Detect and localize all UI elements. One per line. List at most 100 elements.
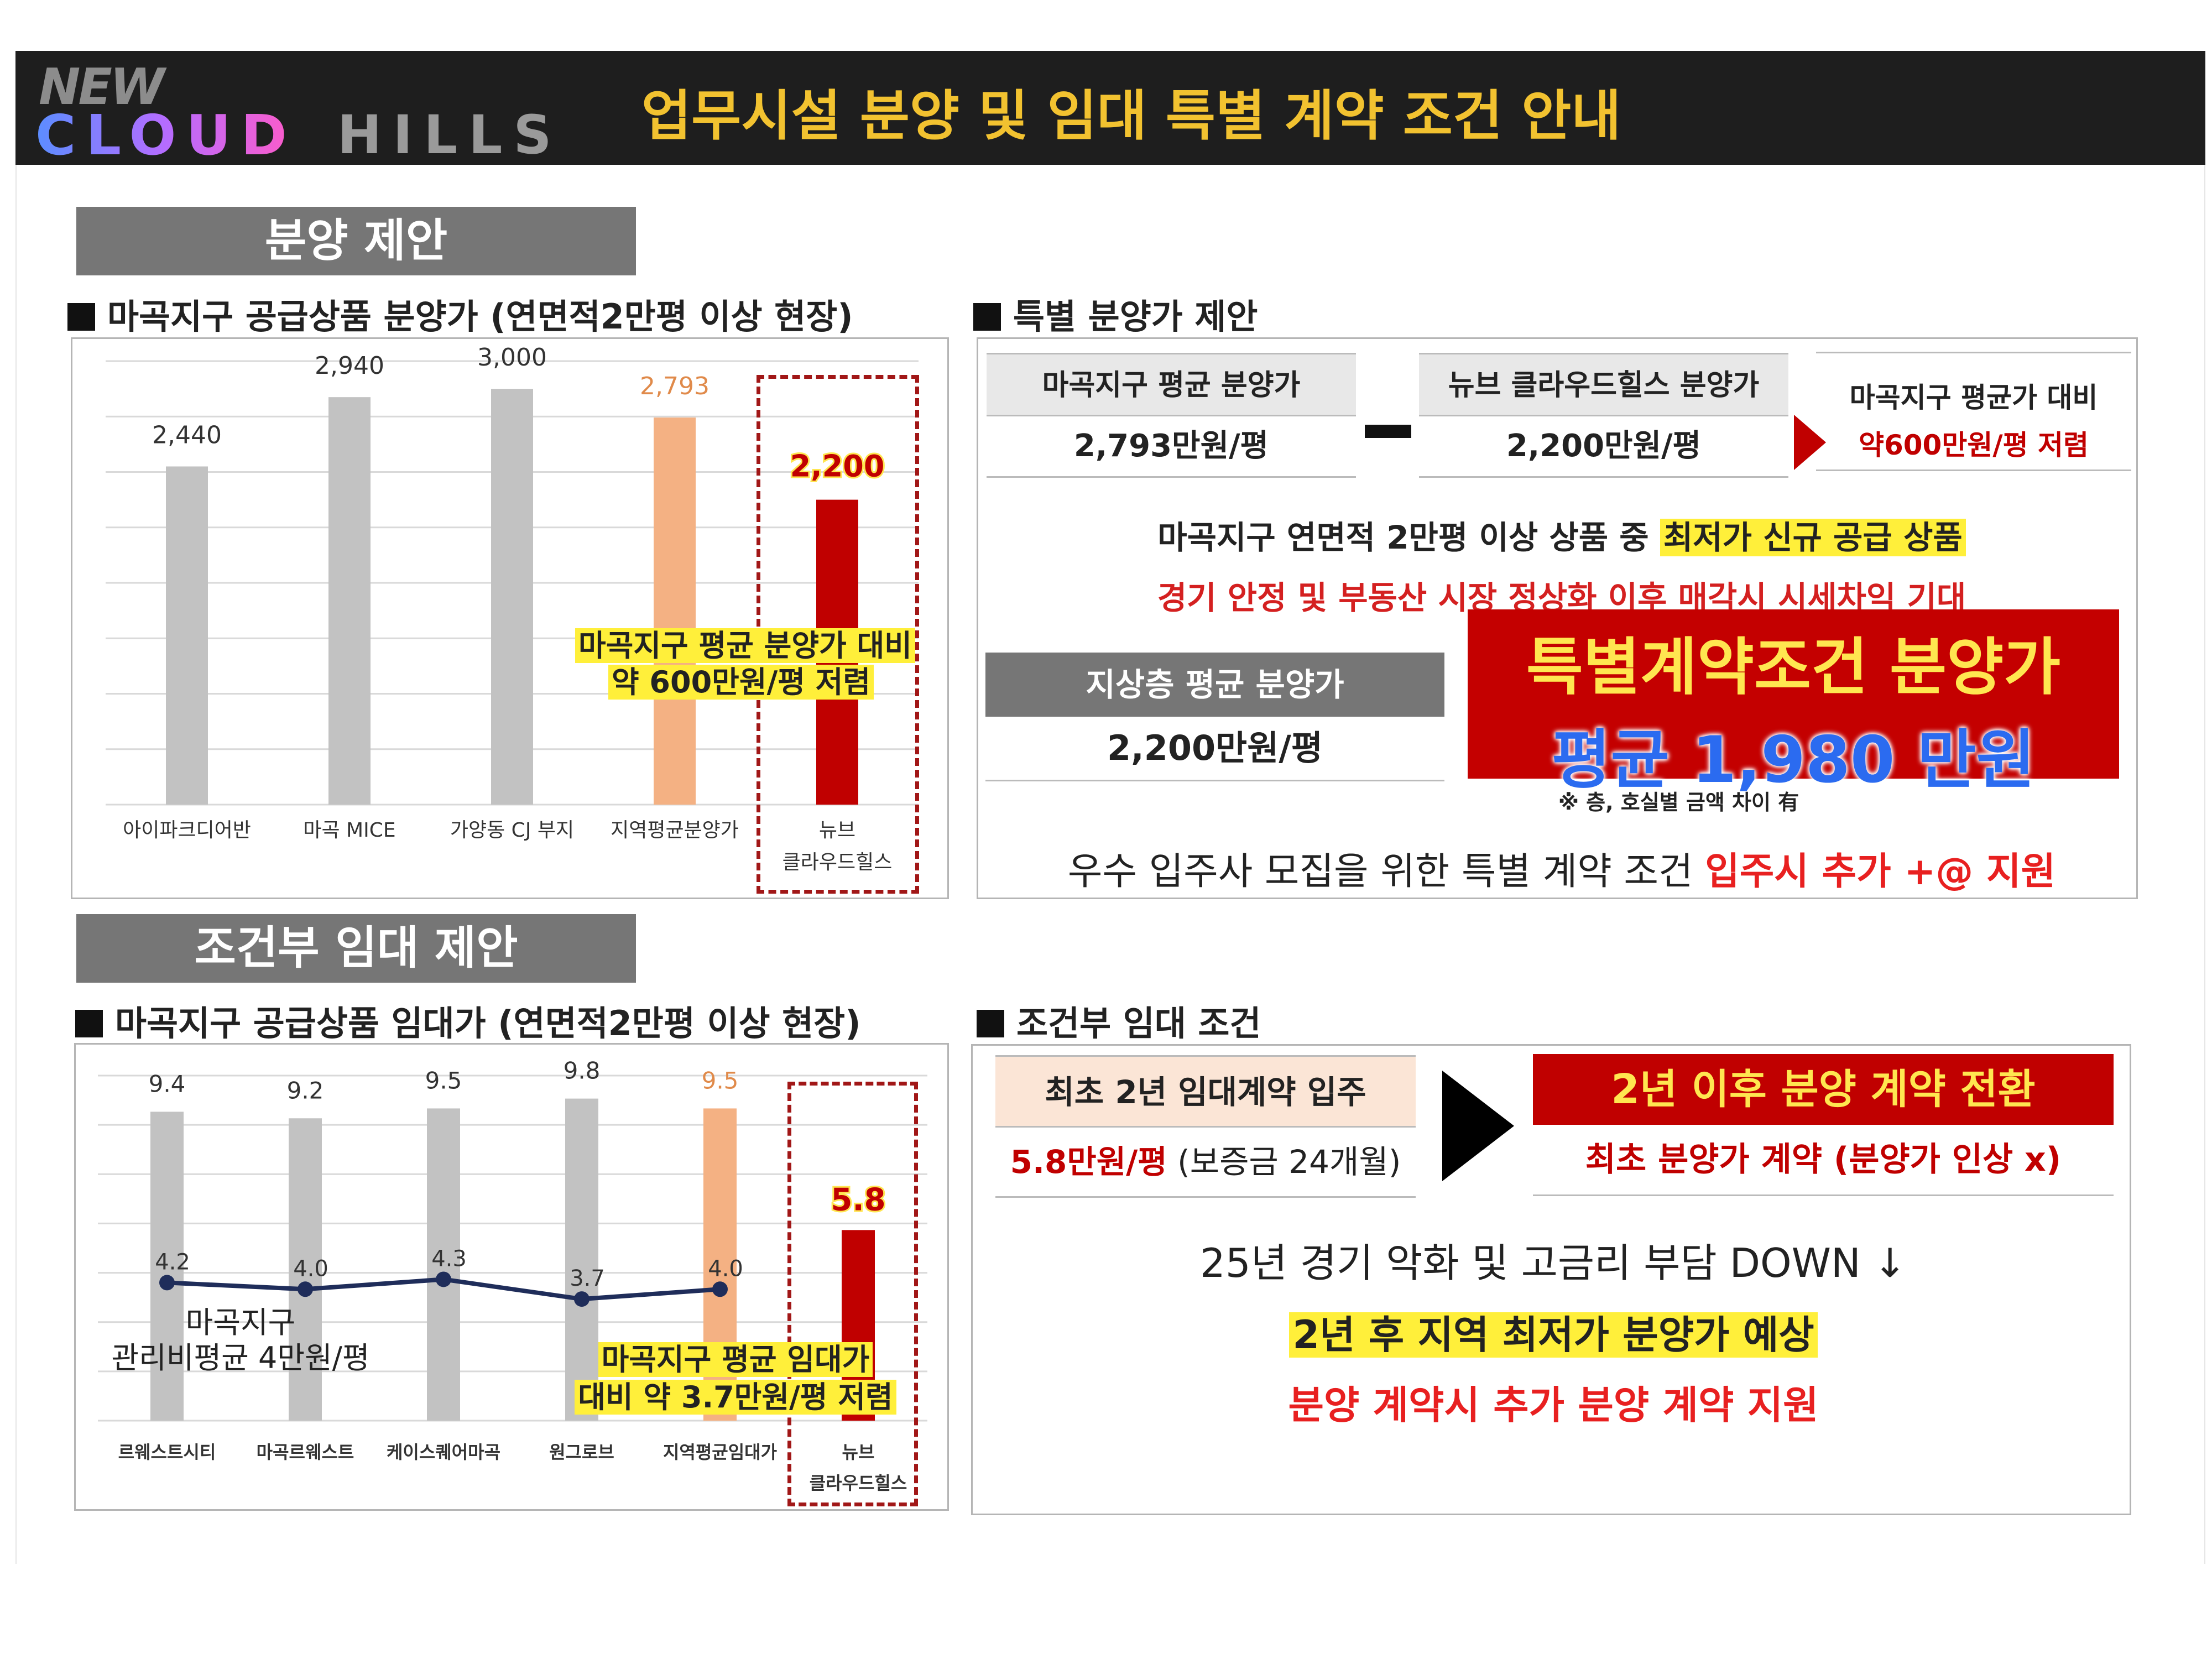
lowest-price-line: 마곡지구 연면적 2만평 이상 상품 중 최저가 신규 공급 상품: [987, 512, 2137, 558]
play-arrow-icon: [1442, 1071, 1514, 1181]
ground-price-label: 지상층 평균 분양가: [985, 653, 1444, 717]
initial-lease-rate: 5.8만원/평: [1010, 1143, 1167, 1181]
new-price-value: 2,200만원/평: [1419, 415, 1788, 478]
tenant-support-prefix: 우수 입주사 모집을 위한 특별 계약 조건: [1067, 850, 1705, 894]
bar-4: [565, 1098, 598, 1421]
square-bullet-icon: [973, 303, 1001, 331]
compare-value: 약600만원/평 저렴: [1858, 429, 2089, 461]
special-price-title: 특별 분양가 제안: [1013, 296, 1258, 337]
data-label-2: 9.2: [287, 1077, 324, 1104]
sale-conversion-value: 최초 분양가 계약 (분양가 인상 x): [1533, 1125, 2114, 1196]
category-label-5: 지역평균임대가: [663, 1442, 777, 1463]
category-label-4: 원그로브: [549, 1442, 614, 1463]
conditional-rent-heading: 조건부 임대 조건: [977, 995, 1261, 1045]
data-label-5: 2,200: [790, 449, 885, 484]
new-price-label: 뉴브 클라우드힐스 분양가: [1419, 353, 1788, 416]
mgmt-fee-label: 마곡지구 관리비평균 4만원/평: [108, 1305, 373, 1376]
avg-price-label: 마곡지구 평균 분양가: [987, 353, 1356, 416]
category-label-4: 지역평균분양가: [611, 819, 739, 842]
mgmt-fee-point-3: [436, 1271, 451, 1287]
data-label-1: 2,440: [152, 421, 222, 449]
mgmt-fee-point-2: [298, 1281, 313, 1297]
special-contract-box: 특별계약조건 분양가 평균 1,980 만원: [1468, 609, 2119, 797]
category-label-1: 르웨스트시티: [118, 1442, 216, 1463]
page-title: 업무시설 분양 및 임대 특별 계약 조건 안내: [641, 85, 1621, 148]
compare-label: 마곡지구 평균가 대비: [1849, 382, 2098, 414]
rent-annotation-line1: 마곡지구 평균 임대가: [598, 1342, 873, 1377]
sale-chart-heading: 마곡지구 공급상품 분양가 (연면적2만평 이상 현장): [67, 289, 853, 338]
mgmt-fee-point-1: [159, 1275, 175, 1291]
tenant-support-highlight: 입주시 추가 +@ 지원: [1705, 850, 2056, 894]
logo-cloud-text: CLOUD: [35, 103, 297, 168]
data-label-3: 3,000: [477, 343, 547, 372]
category-label-1: 아이파크디어반: [123, 819, 251, 842]
economy-line: 25년 경기 악화 및 고금리 부담 DOWN ↓: [1200, 1240, 1907, 1286]
mgmt-fee-line2: 관리비평균 4만원/평: [111, 1340, 370, 1375]
mgmt-fee-label-5: 4.0: [708, 1256, 743, 1281]
category-label-3: 가양동 CJ 부지: [450, 819, 574, 842]
mgmt-fee-label-3: 4.3: [431, 1246, 467, 1271]
minus-icon: [1365, 425, 1411, 438]
arrow-right-icon: [1794, 415, 1826, 470]
square-bullet-icon: [67, 303, 95, 331]
bar-1: [166, 466, 208, 805]
mgmt-fee-label-1: 4.2: [155, 1249, 190, 1275]
header-bar: [15, 51, 2205, 165]
mgmt-fee-label-2: 4.0: [293, 1256, 328, 1281]
lowest-price-prefix: 마곡지구 연면적 2만평 이상 상품 중: [1157, 519, 1660, 556]
rent-highlight-box: [787, 1082, 918, 1506]
mgmt-fee-point-4: [574, 1291, 589, 1307]
special-price-heading: 특별 분양가 제안: [973, 289, 1258, 338]
lowest-price-highlight: 최저가 신규 공급 상품: [1660, 519, 1966, 556]
sale-chart-annotation: 마곡지구 평균 분양가 대비 약 600만원/평 저렴: [575, 628, 915, 701]
bar-3: [427, 1108, 460, 1421]
category-label-6: 클라우드힐스: [810, 1473, 907, 1494]
bar-4: [654, 418, 696, 805]
square-bullet-icon: [75, 1010, 103, 1037]
data-label-2: 2,940: [315, 352, 384, 380]
special-contract-line2: 평균 1,980 만원: [1551, 723, 2036, 797]
sale-annotation-line1: 마곡지구 평균 분양가 대비: [575, 628, 915, 663]
sale-section-label: 분양 제안: [76, 207, 636, 275]
rent-chart-heading: 마곡지구 공급상품 임대가 (연면적2만평 이상 현장): [75, 995, 861, 1045]
rent-chart-panel: 9.4 르웨스트시티 9.2 마곡르웨스트 9.5 케이스퀘어마곡 9.8 원그로브 9.5 지역…: [74, 1043, 949, 1511]
data-label-4: 2,793: [640, 372, 709, 400]
category-label-5: 클라우드힐스: [782, 851, 893, 874]
logo-hills-text: HILLS: [337, 104, 563, 166]
sale-chart-title: 마곡지구 공급상품 분양가 (연면적2만평 이상 현장): [107, 296, 853, 337]
bar-3: [491, 389, 533, 805]
rent-chart-title: 마곡지구 공급상품 임대가 (연면적2만평 이상 현장): [115, 1003, 861, 1044]
rent-section-label: 조건부 임대 제안: [76, 914, 636, 983]
square-bullet-icon: [977, 1010, 1004, 1037]
initial-lease-deposit: (보증금 24개월): [1167, 1143, 1401, 1181]
extra-support-line: 분양 계약시 추가 분양 계약 지원: [987, 1374, 2120, 1430]
sale-conversion-label: 2년 이후 분양 계약 전환: [1533, 1054, 2114, 1125]
sale-chart-panel: 2,440 아이파크디어반 2,940 마곡 MICE 3,000 가양동 CJ 부지 2,…: [71, 337, 949, 899]
category-label-6: 뉴브: [842, 1442, 875, 1463]
page-frame: [15, 165, 2205, 1564]
avg-price-value: 2,793만원/평: [987, 415, 1356, 478]
rent-chart-annotation: 마곡지구 평균 임대가 대비 약 3.7만원/평 저렴: [564, 1341, 907, 1416]
compare-box: 마곡지구 평균가 대비 약600만원/평 저렴: [1816, 352, 2131, 471]
category-label-2: 마곡르웨스트: [257, 1442, 354, 1463]
initial-lease-value: 5.8만원/평 (보증금 24개월): [995, 1126, 1416, 1198]
mgmt-fee-point-5: [712, 1281, 728, 1297]
sale-price-chart: 2,440 아이파크디어반 2,940 마곡 MICE 3,000 가양동 CJ 부지 2,…: [106, 343, 919, 874]
rent-annotation-line2: 대비 약 3.7만원/평 저렴: [575, 1380, 896, 1415]
extra-support-text: 분양 계약시 추가 분양 계약 지원: [1288, 1383, 1819, 1428]
ground-price-value: 2,200만원/평: [985, 717, 1444, 781]
tenant-support-line: 우수 입주사 모집을 위한 특별 계약 조건 입주시 추가 +@ 지원: [987, 841, 2137, 895]
price-note: ※ 층, 호실별 금액 차이 有: [1558, 790, 1799, 815]
special-contract-line1: 특별계약조건 분양가: [1526, 632, 2061, 703]
logo-new-text: NEW: [39, 58, 165, 116]
expected-price-text: 2년 후 지역 최저가 분양가 예상: [1289, 1312, 1818, 1358]
data-label-4: 9.8: [564, 1057, 601, 1084]
mgmt-fee-line1: 마곡지구: [185, 1305, 296, 1340]
data-label-3: 9.5: [425, 1067, 462, 1094]
expected-price-line: 2년 후 지역 최저가 분양가 예상: [987, 1304, 2120, 1360]
initial-lease-label: 최초 2년 임대계약 입주: [995, 1055, 1416, 1128]
mgmt-fee-label-4: 3.7: [570, 1266, 605, 1291]
sale-annotation-line2: 약 600만원/평 저렴: [608, 665, 874, 700]
conditional-rent-title: 조건부 임대 조건: [1016, 1003, 1261, 1044]
bar-2: [289, 1118, 322, 1421]
